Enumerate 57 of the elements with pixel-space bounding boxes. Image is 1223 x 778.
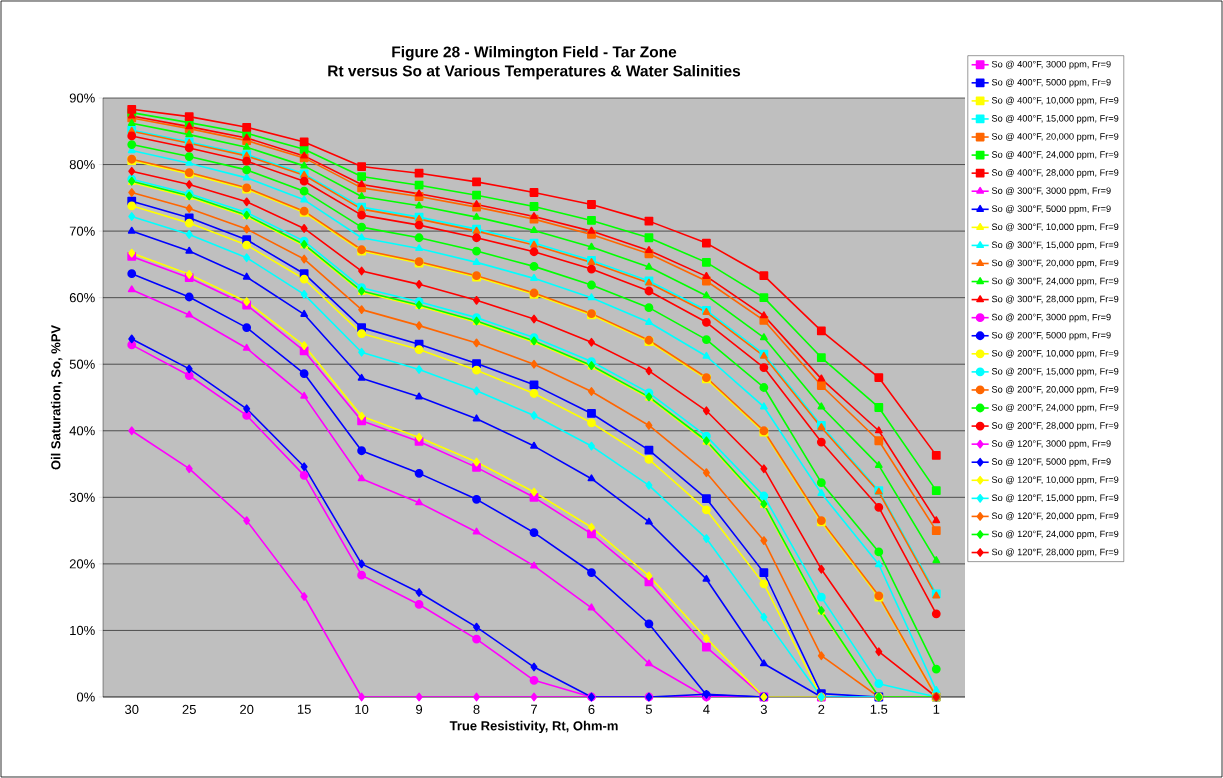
legend-label: So @ 120°F, 10,000 ppm, Fr=9: [991, 476, 1119, 485]
y-tick-label: 90%: [69, 93, 95, 103]
x-tick-label: 9: [416, 704, 423, 714]
chart-title: Figure 28 - Wilmington Field - Tar Zone: [392, 46, 677, 61]
legend-label: So @ 200°F, 10,000 ppm, Fr=9: [991, 349, 1119, 359]
x-tick-label: 2: [818, 704, 825, 714]
x-tick-label: 3: [760, 704, 767, 714]
legend-label: So @ 120°F, 24,000 ppm, Fr=9: [991, 530, 1119, 539]
x-tick-label: 5: [645, 704, 653, 714]
legend-label: So @ 120°F, 28,000 ppm, Fr=9: [991, 548, 1119, 558]
y-tick-label: 40%: [69, 426, 95, 436]
y-tick-label: 60%: [69, 293, 95, 303]
y-tick-label: 80%: [69, 159, 95, 170]
x-tick-label: 25: [182, 704, 196, 714]
x-tick-label: 4: [703, 704, 710, 714]
legend-label: So @ 120°F, 15,000 ppm, Fr=9: [991, 494, 1119, 503]
legend-label: So @ 120°F, 5000 ppm, Fr=9: [991, 458, 1111, 467]
legend-label: So @ 400°F, 24,000 ppm, Fr=9: [991, 151, 1119, 160]
legend-label: So @ 120°F, 20,000 ppm, Fr=9: [991, 512, 1119, 521]
x-tick-label: 15: [297, 704, 311, 714]
legend-label: So @ 300°F, 20,000 ppm, Fr=9: [991, 259, 1119, 268]
x-tick-label: 1: [933, 704, 940, 714]
legend-label: So @ 200°F, 15,000 ppm, Fr=9: [991, 367, 1119, 377]
x-tick-label: 8: [473, 704, 480, 714]
x-tick-label: 10: [355, 704, 369, 714]
y-tick-label: 50%: [69, 359, 95, 369]
legend-label: So @ 400°F, 15,000 ppm, Fr=9: [991, 114, 1119, 124]
y-tick-label: 20%: [69, 559, 95, 569]
legend-label: So @ 300°F, 28,000 ppm, Fr=9: [991, 295, 1119, 305]
legend-label: So @ 200°F, 28,000 ppm, Fr=9: [991, 422, 1119, 431]
legend-label: So @ 200°F, 24,000 ppm, Fr=9: [991, 403, 1119, 413]
legend-label: So @ 400°F, 20,000 ppm, Fr=9: [991, 132, 1119, 142]
legend-label: So @ 300°F, 5000 ppm, Fr=9: [991, 205, 1111, 214]
legend-label: So @ 300°F, 3000 ppm, Fr=9: [991, 187, 1111, 196]
y-tick-label: 10%: [70, 625, 95, 636]
legend-label: So @ 300°F, 24,000 ppm, Fr=9: [991, 277, 1119, 287]
x-tick-label: 6: [588, 704, 595, 714]
y-tick-label: 30%: [69, 492, 95, 502]
legend-label: So @ 300°F, 10,000 ppm, Fr=9: [991, 223, 1119, 232]
legend-label: So @ 400°F, 28,000 ppm, Fr=9: [991, 169, 1119, 178]
x-tick-label: 30: [125, 704, 139, 714]
legend-label: So @ 300°F, 15,000 ppm, Fr=9: [991, 241, 1119, 250]
legend-label: So @ 200°F, 20,000 ppm, Fr=9: [991, 385, 1119, 395]
legend-label: So @ 200°F, 5000 ppm, Fr=9: [991, 331, 1111, 341]
legend-label: So @ 400°F, 3000 ppm, Fr=9: [991, 60, 1111, 70]
y-tick-label: 70%: [69, 226, 95, 236]
legend-label: So @ 400°F, 5000 ppm, Fr=9: [991, 78, 1111, 88]
x-axis-title: True Resistivity, Rt, Ohm-m: [449, 720, 618, 733]
x-tick-label: 20: [240, 704, 254, 714]
y-tick-label: 0%: [76, 692, 95, 702]
x-tick-label: 1.5: [870, 704, 888, 714]
legend-label: So @ 400°F, 10,000 ppm, Fr=9: [991, 96, 1119, 106]
legend-label: So @ 200°F, 3000 ppm, Fr=9: [991, 313, 1111, 323]
x-tick-label: 7: [531, 704, 537, 714]
chart-subtitle: Rt versus So at Various Temperatures & Water Salinities: [328, 65, 741, 80]
legend-label: So @ 120°F, 3000 ppm, Fr=9: [991, 440, 1111, 449]
y-axis-title: Oil Saturation, So, %PV: [50, 324, 63, 470]
